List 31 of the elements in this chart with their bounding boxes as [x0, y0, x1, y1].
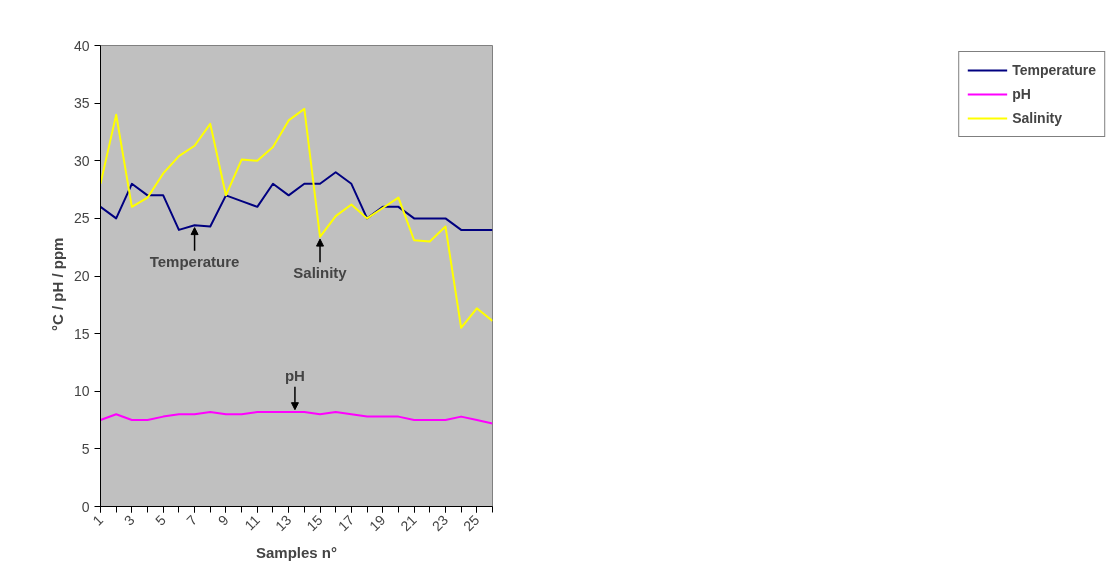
y-tick-label: 10	[73, 383, 90, 400]
x-tick-label: 25	[460, 511, 483, 535]
x-tick-label: 17	[334, 511, 358, 535]
x-tick-label: 11	[241, 511, 264, 534]
x-tick-label: 21	[397, 511, 420, 535]
y-tick-label: 40	[73, 37, 90, 54]
y-tick-label: 20	[73, 268, 90, 284]
y-tick-label: 0	[81, 498, 90, 515]
y-tick-label: 5	[81, 440, 90, 457]
x-tick-label: 19	[366, 511, 389, 535]
x-tick-label: 23	[428, 511, 452, 535]
legend-label: pH	[1012, 86, 1032, 102]
annotation: Temperature	[149, 252, 240, 270]
y-tick-label: 30	[73, 152, 90, 169]
x-tick-label: 1	[89, 511, 107, 529]
y-tick-label: 35	[73, 95, 90, 112]
legend-label: Salinity	[1012, 110, 1063, 126]
x-tick-label: 15	[303, 511, 326, 535]
y-axis-title: °C / pH / ppm	[48, 237, 66, 332]
x-tick-label: 9	[214, 511, 232, 529]
x-tick-label: 7	[183, 511, 201, 529]
y-tick-label: 25	[73, 210, 90, 227]
annotation: pH	[284, 367, 305, 385]
x-tick-label: 5	[152, 511, 170, 529]
x-axis-title: Samples n°	[255, 543, 338, 561]
x-tick-label: 3	[120, 511, 138, 529]
x-tick-label: 13	[271, 511, 295, 535]
line-series	[100, 107, 493, 329]
y-tick-label: 15	[73, 325, 90, 342]
annotation: Salinity	[293, 264, 348, 282]
legend-label: Temperature	[1012, 62, 1096, 78]
